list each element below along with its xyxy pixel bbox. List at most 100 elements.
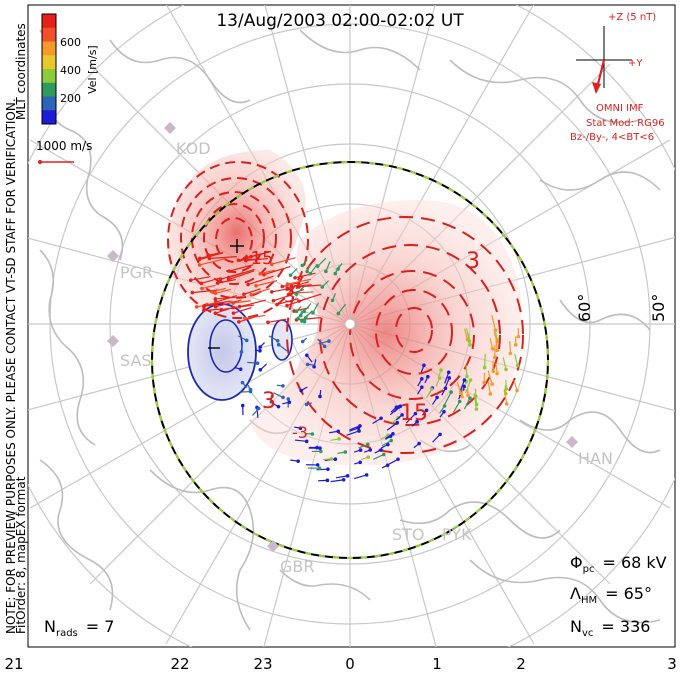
velocity-vector-origin bbox=[248, 389, 253, 394]
velocity-vector-origin bbox=[333, 457, 338, 462]
velocity-vector bbox=[247, 275, 274, 286]
velocity-vector-origin bbox=[417, 441, 421, 446]
velocity-vector-origin bbox=[442, 404, 447, 408]
velocity-vector-origin bbox=[218, 277, 223, 281]
imf-source: OMNI IMF bbox=[596, 103, 644, 114]
velocity-vector-origin bbox=[289, 284, 294, 289]
velocity-vector-origin bbox=[435, 395, 439, 400]
velocity-vector-origin bbox=[296, 459, 300, 463]
velocity-vector bbox=[298, 284, 322, 288]
velocity-vector bbox=[463, 328, 468, 340]
velocity-vector bbox=[466, 328, 470, 342]
velocity-vector bbox=[263, 265, 291, 276]
velocity-vector bbox=[215, 308, 230, 314]
velocity-vector-origin bbox=[508, 351, 513, 356]
station-marker-kod bbox=[164, 122, 176, 134]
velocity-vector bbox=[232, 304, 255, 309]
velocity-vector bbox=[233, 300, 251, 304]
velocity-vector bbox=[296, 317, 321, 321]
contour-label-15: 15 bbox=[400, 401, 428, 426]
velocity-vector bbox=[203, 308, 222, 312]
velocity-vector-origin bbox=[286, 292, 291, 297]
velocity-vector-origin bbox=[281, 395, 285, 400]
velocity-vector-origin bbox=[213, 291, 218, 296]
velocity-vector-origin bbox=[400, 413, 404, 417]
velocity-vector bbox=[317, 257, 327, 267]
velocity-vector bbox=[211, 287, 227, 293]
velocity-vector-origin bbox=[275, 302, 279, 307]
velocity-vector-origin bbox=[325, 478, 330, 483]
velocity-vector-origin bbox=[318, 446, 322, 450]
velocity-vector-origin bbox=[269, 262, 274, 267]
velocity-vector bbox=[335, 475, 348, 479]
velocity-vector-origin bbox=[333, 271, 337, 276]
velocity-vector-origin bbox=[310, 432, 315, 436]
velocity-vector-origin bbox=[200, 286, 204, 291]
velocity-vector-origin bbox=[246, 282, 250, 287]
reference-vector-label: 1000 m/s bbox=[36, 139, 92, 153]
velocity-vector-origin bbox=[391, 431, 395, 436]
velocity-vector-origin bbox=[249, 292, 254, 297]
contour-label-3a: 3 bbox=[284, 286, 295, 307]
velocity-vector-origin bbox=[240, 403, 245, 408]
velocity-vector-origin bbox=[285, 303, 289, 308]
fit-order-note: FitOrder: 8, mapEX format bbox=[14, 476, 28, 634]
velocity-vector bbox=[228, 264, 254, 272]
velocity-vector-origin bbox=[447, 376, 452, 380]
velocity-vector-origin bbox=[237, 320, 241, 324]
colorbar-swatch bbox=[42, 27, 56, 42]
station-kod: KOD bbox=[176, 139, 211, 158]
velocity-vector-origin bbox=[254, 283, 258, 288]
colorbar-swatch bbox=[42, 110, 56, 125]
velocity-vector-origin bbox=[188, 278, 193, 282]
velocity-vector-origin bbox=[258, 348, 262, 353]
velocity-vector bbox=[228, 268, 255, 279]
velocity-vector bbox=[354, 474, 367, 480]
velocity-vector bbox=[309, 263, 318, 275]
velocity-vector-origin bbox=[449, 390, 453, 394]
velocity-vector-origin bbox=[466, 393, 470, 398]
mlt-tick-2: 2 bbox=[516, 655, 526, 673]
velocity-vector-origin bbox=[326, 467, 330, 471]
velocity-vector bbox=[255, 280, 278, 287]
mlt-tick-3: 3 bbox=[667, 655, 677, 673]
hm-latitude: ΛHM = 65° bbox=[570, 584, 652, 606]
velocity-vector-origin bbox=[336, 311, 341, 316]
velocity-vector bbox=[509, 341, 511, 354]
velocity-vector-origin bbox=[515, 388, 519, 393]
svg-text:Φpc= 68 kV: Φpc = 68 kV bbox=[570, 553, 667, 575]
velocity-vector-origin bbox=[356, 426, 361, 430]
velocity-vector bbox=[465, 364, 468, 377]
colorbar-swatches bbox=[42, 14, 56, 125]
velocity-vector bbox=[199, 258, 226, 266]
velocity-vector-origin bbox=[276, 404, 281, 409]
velocity-vector bbox=[298, 293, 322, 302]
mlt-tick-0: 0 bbox=[345, 655, 355, 673]
colorbar-frame bbox=[41, 13, 57, 125]
velocity-vector-origin bbox=[429, 387, 434, 391]
imf-clock: +Z (5 nT) +Y OMNI IMF Stat Mod: RG96 Bz-… bbox=[570, 12, 665, 143]
latitude-label-60: 60° bbox=[575, 294, 594, 322]
velocity-vector-origin bbox=[305, 353, 309, 358]
velocity-vector-origin bbox=[280, 284, 285, 289]
velocity-vector-origin bbox=[468, 378, 473, 382]
mlt-tick-1: 1 bbox=[432, 655, 442, 673]
colorbar-tick-600: 600 bbox=[60, 36, 81, 49]
colorbar-swatch bbox=[42, 41, 56, 56]
velocity-vector bbox=[453, 401, 461, 413]
velocity-vector-origin bbox=[415, 419, 419, 424]
velocity-vector-origin bbox=[439, 368, 443, 372]
velocity-vector bbox=[288, 289, 304, 296]
velocity-vector-origin bbox=[488, 392, 493, 396]
velocity-vector-origin bbox=[446, 370, 451, 375]
velocity-vector bbox=[276, 298, 299, 306]
velocity-vector-origin bbox=[319, 449, 323, 454]
velocity-vector-origin bbox=[206, 253, 210, 257]
imf-z-label: +Z (5 nT) bbox=[608, 12, 656, 23]
velocity-vector bbox=[444, 391, 452, 405]
velocity-vector-origin bbox=[396, 457, 400, 462]
velocity-vector bbox=[389, 406, 400, 416]
velocity-vector-origin bbox=[330, 298, 335, 303]
velocity-vector-origin bbox=[240, 380, 245, 385]
station-marker-pgr bbox=[107, 250, 119, 262]
